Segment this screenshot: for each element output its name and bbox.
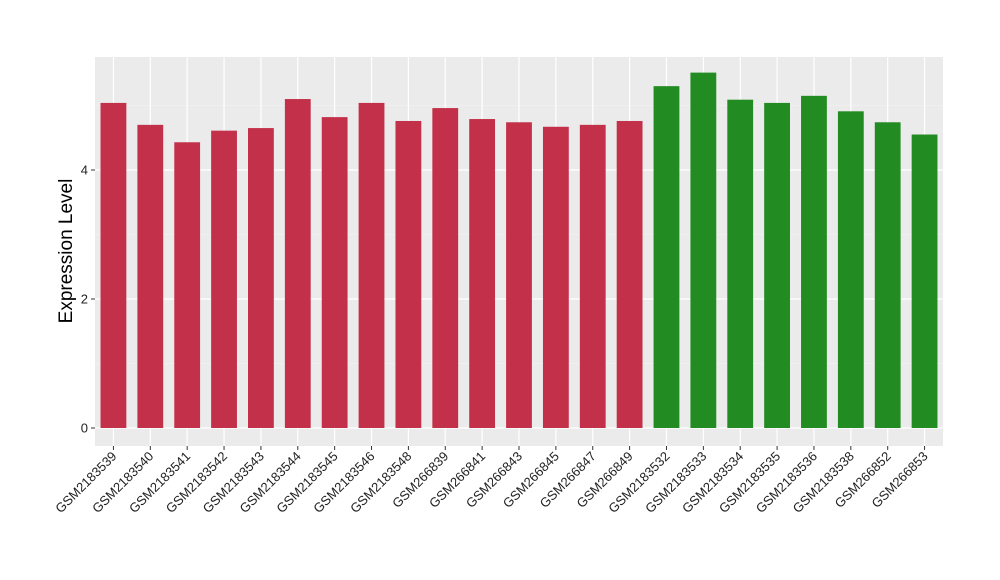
y-tick-label-2: 4 — [81, 163, 88, 178]
bar-GSM266839 — [432, 108, 459, 428]
bars — [100, 72, 938, 429]
y-tick-label-0: 0 — [81, 421, 88, 436]
bar-GSM2183543 — [248, 128, 274, 428]
bar-GSM2183536 — [801, 95, 827, 428]
bar-GSM2183539 — [100, 102, 127, 429]
bar-GSM2183535 — [764, 102, 790, 429]
bar-GSM266847 — [579, 124, 606, 428]
y-tick-label-1: 2 — [81, 292, 88, 307]
bar-GSM266852 — [874, 122, 901, 429]
bar-GSM2183533 — [690, 72, 717, 428]
bar-GSM2183544 — [284, 99, 311, 429]
bar-GSM266845 — [542, 126, 569, 428]
bar-GSM2183548 — [395, 120, 422, 428]
bar-GSM266841 — [469, 119, 496, 429]
bar-GSM2183545 — [321, 117, 348, 429]
bar-GSM2183542 — [211, 130, 237, 428]
bar-GSM2183541 — [174, 142, 201, 428]
bar-GSM2183532 — [653, 86, 680, 429]
bar-GSM266843 — [506, 122, 532, 429]
y-axis: 0 2 4 — [81, 163, 95, 436]
bar-GSM2183546 — [358, 102, 385, 429]
bar-GSM266853 — [911, 134, 938, 428]
bar-GSM2183538 — [837, 111, 864, 429]
bar-GSM2183540 — [137, 124, 164, 428]
x-axis: GSM2183539GSM2183540GSM2183541GSM2183542… — [52, 446, 931, 516]
y-axis-title: Expression Level — [56, 179, 77, 324]
bar-GSM266849 — [616, 120, 643, 428]
bar-GSM2183534 — [727, 99, 754, 428]
